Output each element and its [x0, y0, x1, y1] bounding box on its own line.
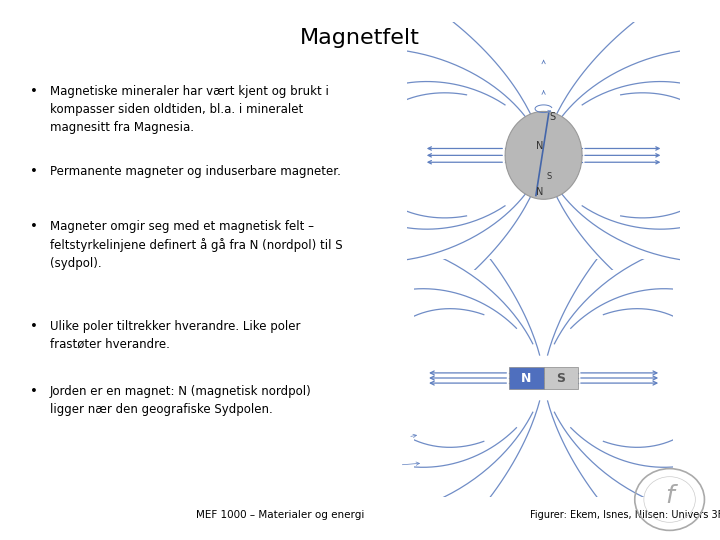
Text: Jorden er en magnet: N (magnetisk nordpol)
ligger nær den geografiske Sydpolen.: Jorden er en magnet: N (magnetisk nordpo… — [50, 385, 312, 416]
Text: Figurer: Ekem, Isnes, Nilsen: Univers 3FY.: Figurer: Ekem, Isnes, Nilsen: Univers 3F… — [530, 510, 720, 520]
Text: •: • — [30, 220, 38, 233]
Text: •: • — [30, 85, 38, 98]
Bar — [509, 367, 544, 389]
Text: N: N — [521, 372, 531, 384]
Text: S: S — [557, 372, 565, 384]
Text: •: • — [30, 320, 38, 333]
Text: •: • — [30, 385, 38, 398]
Text: Magnetiske mineraler har vært kjent og brukt i
kompasser siden oldtiden, bl.a. i: Magnetiske mineraler har vært kjent og b… — [50, 85, 329, 134]
Ellipse shape — [505, 111, 582, 199]
Text: S: S — [549, 112, 555, 122]
Text: •: • — [30, 165, 38, 178]
Text: N: N — [536, 187, 544, 197]
Text: Magnetfelt: Magnetfelt — [300, 28, 420, 48]
Text: N: N — [536, 141, 543, 151]
Text: S: S — [546, 172, 552, 181]
Bar — [544, 367, 578, 389]
Text: Magneter omgir seg med et magnetisk felt –
feltstyrkelinjene definert å gå fra N: Magneter omgir seg med et magnetisk felt… — [50, 220, 343, 271]
Text: f: f — [665, 484, 674, 508]
Text: MEF 1000 – Materialer og energi: MEF 1000 – Materialer og energi — [196, 510, 364, 520]
Text: Ulike poler tiltrekker hverandre. Like poler
frastøter hverandre.: Ulike poler tiltrekker hverandre. Like p… — [50, 320, 300, 351]
Text: Permanente magneter og induserbare magneter.: Permanente magneter og induserbare magne… — [50, 165, 341, 178]
